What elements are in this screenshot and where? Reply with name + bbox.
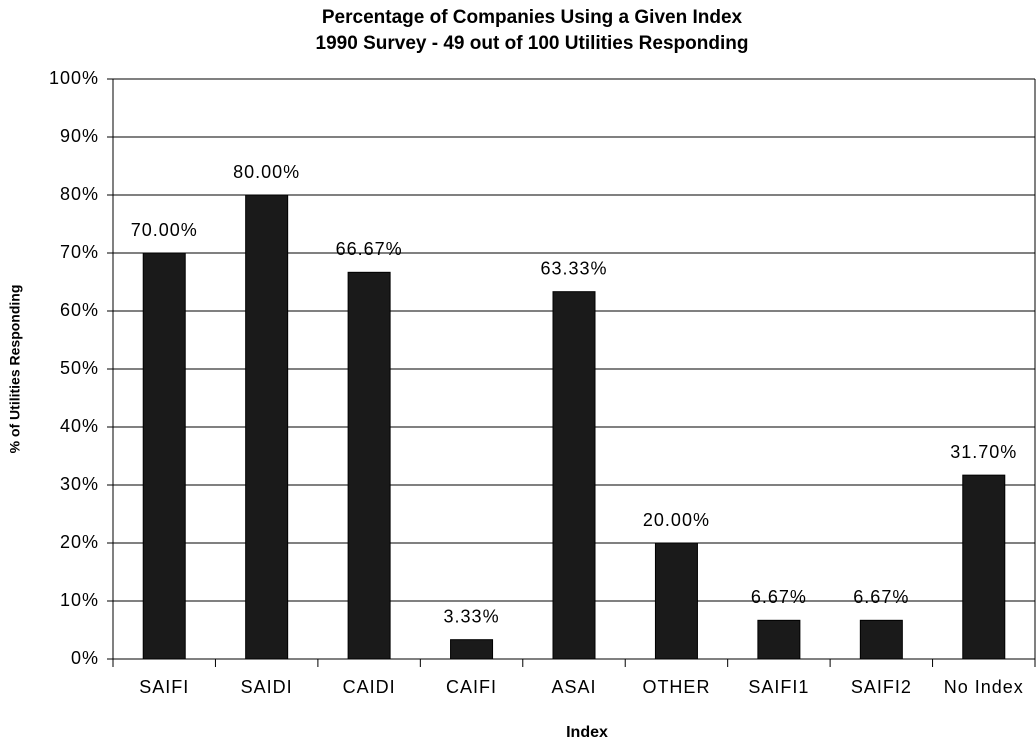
y-tick-label: 40% bbox=[60, 416, 99, 436]
value-label: 31.70% bbox=[950, 442, 1017, 462]
y-tick-label: 80% bbox=[60, 184, 99, 204]
y-tick-label: 0% bbox=[71, 648, 99, 668]
chart-title: Percentage of Companies Using a Given In… bbox=[322, 7, 743, 28]
x-tick-label: SAIDI bbox=[241, 677, 293, 697]
value-label: 6.67% bbox=[751, 587, 807, 607]
x-tick-label: No Index bbox=[944, 677, 1024, 697]
bar bbox=[245, 194, 289, 660]
x-tick-label: SAIFI2 bbox=[851, 677, 912, 697]
bar bbox=[757, 619, 801, 660]
y-axis-title: % of Utilities Responding bbox=[7, 285, 23, 454]
x-tick-label: SAIFI1 bbox=[748, 677, 809, 697]
x-tick-label: SAIFI bbox=[139, 677, 189, 697]
value-label: 70.00% bbox=[131, 220, 198, 240]
y-tick-label: 20% bbox=[60, 532, 99, 552]
y-tick-label: 60% bbox=[60, 300, 99, 320]
x-axis-title: Index bbox=[566, 724, 608, 741]
value-label: 66.67% bbox=[336, 239, 403, 259]
y-tick-label: 30% bbox=[60, 474, 99, 494]
bar bbox=[654, 542, 698, 660]
y-tick-label: 70% bbox=[60, 242, 99, 262]
value-label: 63.33% bbox=[540, 258, 607, 278]
x-tick-label: OTHER bbox=[642, 677, 710, 697]
bar bbox=[450, 639, 494, 660]
value-label: 6.67% bbox=[853, 587, 909, 607]
y-tick-label: 50% bbox=[60, 358, 99, 378]
value-label: 3.33% bbox=[444, 606, 500, 626]
bar bbox=[859, 619, 903, 660]
chart-subtitle: 1990 Survey - 49 out of 100 Utilities Re… bbox=[316, 33, 749, 54]
value-label: 20.00% bbox=[643, 510, 710, 530]
y-tick-label: 10% bbox=[60, 590, 99, 610]
bar bbox=[962, 474, 1006, 660]
value-label: 80.00% bbox=[233, 162, 300, 182]
bar bbox=[552, 291, 596, 660]
bar bbox=[142, 252, 186, 660]
x-tick-label: CAIDI bbox=[343, 677, 396, 697]
x-tick-label: CAIFI bbox=[446, 677, 497, 697]
x-tick-label: ASAI bbox=[551, 677, 596, 697]
bar bbox=[347, 271, 391, 660]
y-tick-label: 100% bbox=[49, 68, 99, 88]
y-tick-label: 90% bbox=[60, 126, 99, 146]
